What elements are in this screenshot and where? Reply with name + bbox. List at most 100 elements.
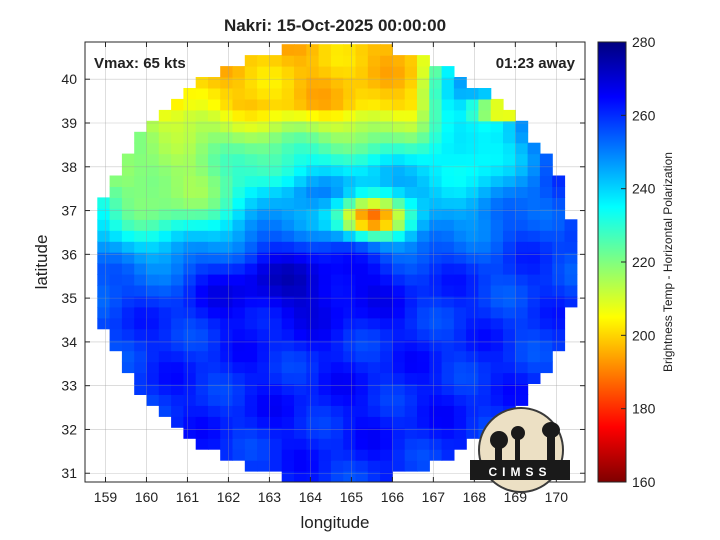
swath-cell [134, 372, 148, 384]
swath-cell [404, 372, 418, 384]
swath-cell [441, 131, 455, 144]
swath-cell [330, 241, 344, 253]
swath-cell [232, 394, 246, 406]
swath-cell [539, 361, 553, 374]
swath-cell [404, 350, 418, 363]
swath-cell [306, 427, 320, 439]
swath-cell [97, 295, 111, 308]
swath-cell [392, 230, 406, 242]
swath-cell [515, 131, 529, 144]
swath-cell [208, 241, 221, 253]
swath-cell [109, 175, 123, 187]
swath-cell [355, 471, 369, 482]
swath-cell [417, 263, 430, 275]
swath-cell [380, 208, 393, 220]
swath-cell [146, 230, 160, 242]
swath-cell [429, 285, 443, 297]
swath-cell [343, 77, 357, 89]
swath-cell [257, 449, 270, 461]
swath-cell [466, 317, 479, 330]
swath-cell [527, 285, 541, 297]
swath-cell [355, 416, 369, 428]
swath-cell [490, 339, 504, 352]
swath-cell [404, 394, 418, 406]
swath-cell [441, 295, 455, 308]
swath-cell [220, 142, 234, 155]
swath-cell [294, 285, 307, 297]
swath-cell [343, 471, 357, 482]
swath-cell [330, 449, 344, 461]
swath-cell [171, 274, 184, 286]
swath-cell [244, 164, 258, 177]
swath-cell [269, 405, 283, 417]
swath-cell [306, 449, 320, 461]
swath-cell [392, 241, 406, 253]
swath-cell [343, 142, 357, 155]
swath-cell [417, 120, 430, 133]
swath-cell [404, 328, 418, 341]
swath-cell [417, 339, 430, 352]
swath-cell [146, 219, 160, 231]
swath-cell [429, 394, 443, 406]
swath-cell [318, 241, 332, 253]
swath-cell [429, 317, 443, 330]
swath-cell [380, 120, 393, 133]
swath-cell [146, 274, 160, 286]
swath-cell [527, 164, 541, 177]
swath-cell [306, 252, 320, 264]
y-tick-label: 39 [61, 115, 77, 131]
swath-cell [171, 394, 184, 406]
swath-cell [503, 263, 516, 275]
swath-cell [134, 208, 148, 220]
swath-cell [503, 131, 516, 144]
swath-cell [220, 197, 234, 209]
colorbar-tick-label: 260 [632, 107, 656, 123]
swath-cell [380, 339, 393, 352]
swath-cell [318, 77, 332, 89]
swath-cell [552, 219, 566, 231]
swath-cell [330, 142, 344, 155]
swath-cell [294, 230, 307, 242]
swath-cell [429, 383, 443, 395]
swath-cell [490, 208, 504, 220]
swath-cell [367, 230, 381, 242]
swath-cell [429, 274, 443, 286]
swath-cell [257, 350, 270, 363]
swath-cell [392, 438, 406, 450]
swath-cell [441, 449, 455, 461]
swath-cell [269, 175, 283, 187]
swath-cell [355, 252, 369, 264]
swath-cell [552, 263, 566, 275]
swath-cell [294, 274, 307, 286]
swath-cell [306, 153, 320, 166]
swath-cell [355, 295, 369, 308]
swath-cell [294, 219, 307, 231]
swath-cell [244, 361, 258, 374]
swath-cell [355, 186, 369, 198]
colorbar-tick-label: 240 [632, 181, 656, 197]
swath-cell [244, 383, 258, 395]
swath-cell [195, 285, 209, 297]
swath-cell [232, 164, 246, 177]
swath-cell [281, 383, 295, 395]
swath-cell [441, 186, 455, 198]
swath-cell [417, 416, 430, 428]
swath-cell [97, 285, 111, 297]
colorbar-tick-label: 200 [632, 327, 656, 343]
swath-cell [269, 241, 283, 253]
swath-cell [109, 230, 123, 242]
swath-cell [527, 274, 541, 286]
swath-cell [552, 186, 566, 198]
swath-cell [318, 405, 332, 417]
swath-cell [318, 317, 332, 330]
swath-cell [515, 153, 529, 166]
swath-cell [429, 175, 443, 187]
swath-cell [478, 416, 492, 428]
swath-cell [392, 175, 406, 187]
swath-cell [503, 274, 516, 286]
swath-cell [343, 208, 357, 220]
swath-cell [392, 361, 406, 374]
swath-cell [195, 219, 209, 231]
swath-cell [232, 350, 246, 363]
swath-cell [380, 55, 393, 67]
